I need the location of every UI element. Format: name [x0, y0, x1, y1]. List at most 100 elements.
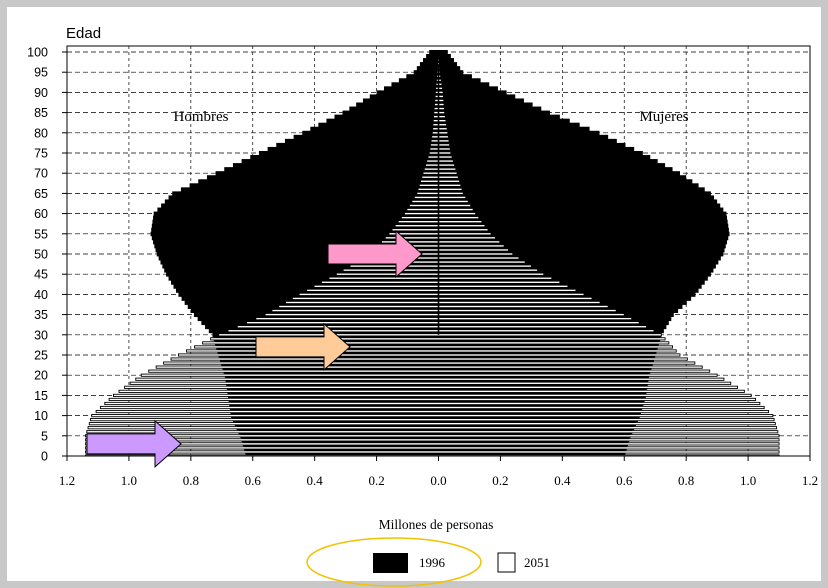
legend-highlight-ellipse	[306, 537, 482, 587]
bar-2051	[430, 143, 451, 147]
y-tick-label: 80	[34, 126, 48, 140]
x-tick-label: 0.4	[307, 473, 324, 488]
bar-2051	[99, 405, 765, 410]
bar-1996	[293, 134, 609, 140]
bar-2051	[422, 171, 458, 175]
bar-2051	[291, 296, 593, 301]
bar-2051	[194, 345, 673, 349]
bar-2051	[246, 321, 640, 325]
bar-2051	[417, 187, 463, 191]
y-tick-label: 70	[34, 167, 48, 181]
bar-2051	[163, 361, 696, 365]
bar-2051	[427, 155, 453, 159]
bar-2051	[391, 228, 489, 232]
bar-1996	[429, 49, 448, 55]
bar-1996	[310, 126, 590, 132]
bar-1996	[276, 142, 626, 148]
bar-2051	[313, 284, 569, 288]
bar-2051	[400, 216, 480, 220]
bar-2051	[129, 381, 732, 385]
y-tick-label: 50	[34, 248, 48, 262]
bar-2051	[255, 317, 633, 321]
bar-2051	[433, 115, 446, 119]
y-tick-label: 90	[34, 86, 48, 100]
bar-2051	[170, 357, 688, 361]
bar-2051	[321, 280, 561, 284]
bar-2051	[335, 272, 545, 276]
y-tick-label: 55	[34, 227, 48, 241]
bar-2051	[416, 191, 464, 195]
bar-2051	[85, 450, 780, 454]
bar-1996	[318, 122, 580, 128]
bar-2051	[90, 418, 775, 422]
bar-2051	[86, 430, 779, 434]
bar-2051	[271, 308, 617, 313]
legend-swatch-1996	[373, 553, 408, 573]
y-tick-label: 65	[34, 187, 48, 201]
bar-1996	[267, 146, 635, 152]
bar-2051	[432, 123, 447, 127]
x-tick-label: 1.2	[59, 473, 75, 488]
bar-2051	[264, 313, 625, 317]
bar-2051	[418, 183, 462, 187]
bar-2051	[403, 212, 477, 216]
bar-2051	[437, 54, 440, 58]
bar-2051	[432, 127, 448, 131]
bar-2051	[420, 179, 461, 183]
x-tick-label: 1.0	[121, 473, 137, 488]
bar-2051	[104, 401, 761, 406]
bar-2051	[135, 377, 725, 381]
bar-2051	[381, 240, 501, 244]
right-side-label: Mujeres	[639, 109, 688, 125]
bar-2051	[328, 276, 553, 280]
bar-2051	[186, 349, 677, 353]
bar-2051	[85, 454, 780, 456]
x-tick-label: 0.2	[368, 473, 384, 488]
y-axis-title: Edad	[66, 25, 101, 42]
x-ticks: 1.2 1.0 0.8 0.6 0.4 0.2 0.0 0.2 0.4 0.6 0.8 1.0 1.2	[59, 456, 818, 488]
bar-2051	[432, 119, 447, 123]
annotation-arrow-icon	[255, 322, 351, 372]
y-tick-label: 95	[34, 66, 48, 80]
y-tick-label: 15	[34, 389, 48, 403]
bar-2051	[342, 268, 539, 272]
bar-2051	[428, 151, 452, 155]
bar-2051	[394, 224, 486, 228]
bar-2051	[423, 167, 457, 171]
bar-2051	[124, 385, 739, 389]
bar-2051	[177, 353, 681, 357]
bar-2051	[437, 58, 440, 62]
legend-label-1996: 1996	[419, 555, 446, 570]
x-tick-label: 1.2	[802, 473, 818, 488]
bar-1996	[342, 110, 550, 116]
bar-2051	[227, 329, 655, 333]
legend-swatch-2051	[497, 552, 516, 573]
y-tick-label: 45	[34, 268, 48, 282]
y-tick-label: 5	[41, 429, 48, 443]
bar-2051	[430, 139, 450, 143]
bar-2051	[112, 393, 752, 397]
y-tick-label: 100	[27, 46, 48, 60]
bar-2051	[85, 438, 780, 442]
bar-2051	[88, 422, 776, 426]
y-tick-label: 85	[34, 106, 48, 120]
bar-2051	[426, 159, 454, 163]
left-side-label: Hombres	[174, 109, 229, 125]
bar-2051	[85, 442, 780, 446]
bar-2051	[425, 163, 456, 167]
bar-2051	[413, 195, 467, 200]
x-tick-label: 0.8	[678, 473, 694, 488]
x-tick-label: 0.8	[183, 473, 199, 488]
y-tick-label: 10	[34, 409, 48, 423]
bar-2051	[87, 426, 778, 430]
bar-2051	[349, 264, 532, 268]
y-tick-label: 35	[34, 308, 48, 322]
bar-2051	[118, 389, 745, 393]
bar-1996	[284, 138, 617, 144]
annotations	[86, 229, 423, 468]
legend: 1996 2051	[306, 537, 550, 587]
bar-2051	[388, 232, 492, 236]
x-tick-label: 0.2	[492, 473, 508, 488]
bar-2051	[202, 341, 670, 345]
